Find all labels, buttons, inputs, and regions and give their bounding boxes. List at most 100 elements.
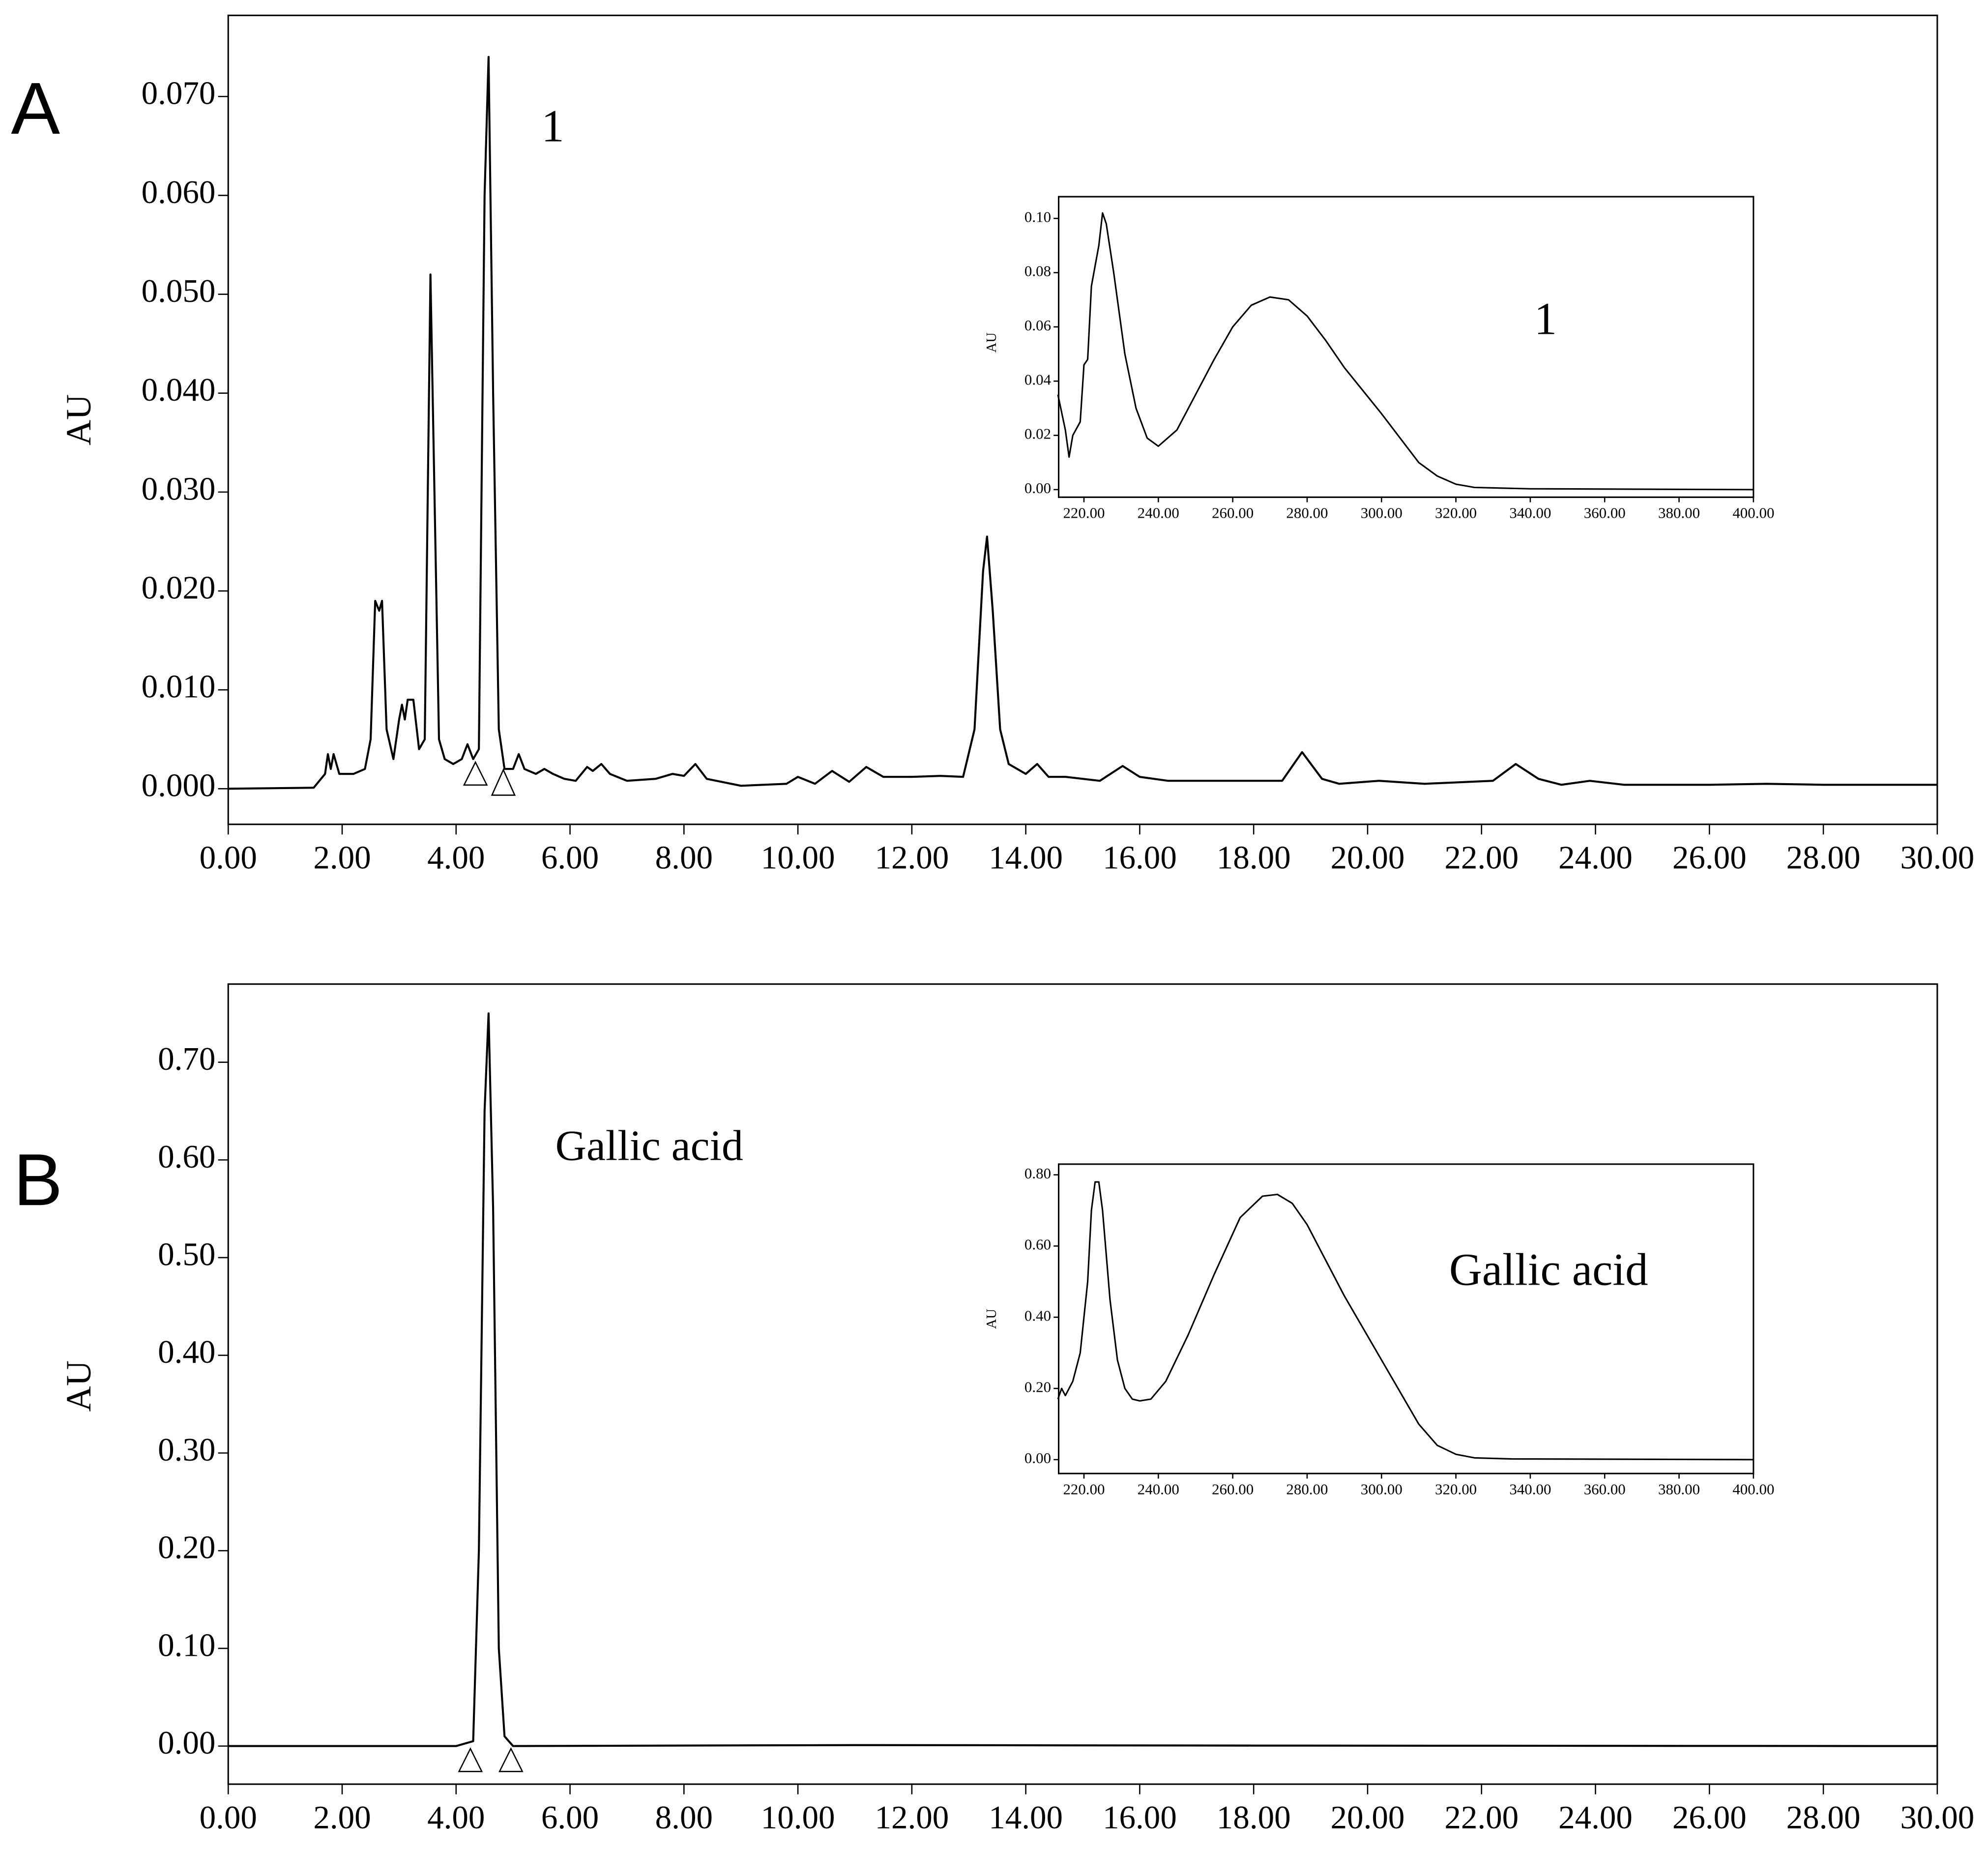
y-tick-label: 0.60	[1024, 1236, 1051, 1253]
trace	[1057, 212, 1754, 491]
marker	[498, 1747, 524, 1772]
x-tick-label: 240.00	[1138, 1480, 1179, 1497]
y-tick-label: 0.40	[1024, 1307, 1051, 1324]
y-tick-label: 0.10	[158, 1626, 215, 1663]
x-tick-label: 24.00	[1558, 1799, 1633, 1836]
y-tick-label: 0.50	[158, 1235, 215, 1272]
x-tick-label: 280.00	[1286, 504, 1328, 522]
plot-frame	[227, 14, 1938, 825]
x-tick-label: 280.00	[1286, 1480, 1328, 1497]
trace	[228, 56, 1937, 790]
y-tick-label: 0.00	[1024, 479, 1051, 497]
x-tick-label: 300.00	[1361, 1480, 1403, 1497]
x-tick-label: 26.00	[1672, 1799, 1747, 1836]
y-tick-label: 0.06	[1024, 317, 1051, 334]
x-tick-label: 28.00	[1786, 1799, 1861, 1836]
y-tick-label: 0.040	[142, 371, 216, 408]
x-tick-label: 400.00	[1732, 1480, 1774, 1497]
x-tick-label: 380.00	[1658, 1480, 1700, 1497]
y-tick-label: 0.20	[158, 1529, 215, 1566]
marker	[458, 1747, 483, 1772]
annotation: Gallic acid	[1449, 1245, 1648, 1295]
x-tick-label: 340.00	[1509, 504, 1551, 522]
y-tick-label: 0.00	[1024, 1449, 1051, 1467]
y-tick-label: 0.02	[1024, 425, 1051, 442]
x-tick-label: 10.00	[761, 1799, 835, 1836]
x-tick-label: 30.00	[1900, 1799, 1974, 1836]
x-tick-label: 26.00	[1672, 839, 1747, 876]
x-tick-label: 8.00	[655, 839, 713, 876]
x-tick-label: 320.00	[1435, 504, 1477, 522]
x-tick-label: 380.00	[1658, 504, 1700, 522]
x-tick-label: 22.00	[1444, 1799, 1519, 1836]
x-tick-label: 16.00	[1103, 839, 1177, 876]
x-tick-label: 2.00	[313, 1799, 371, 1836]
y-tick-label: 0.20	[1024, 1378, 1051, 1395]
annotation: Gallic acid	[555, 1122, 743, 1170]
x-tick-label: 240.00	[1138, 504, 1179, 522]
x-tick-label: 16.00	[1103, 1799, 1177, 1836]
x-tick-label: 14.00	[989, 839, 1063, 876]
y-tick-label: 0.70	[158, 1040, 215, 1077]
y-tick-label: 0.04	[1024, 371, 1051, 388]
y-tick-label: 0.80	[1024, 1165, 1051, 1182]
x-tick-label: 0.00	[200, 1799, 257, 1836]
x-tick-label: 260.00	[1212, 1480, 1254, 1497]
x-tick-label: 4.00	[427, 839, 485, 876]
y-tick-label: 0.060	[142, 174, 216, 210]
x-tick-label: 28.00	[1786, 839, 1861, 876]
x-tick-label: 8.00	[655, 1799, 713, 1836]
y-axis-label: AU	[59, 394, 98, 445]
trace	[228, 1012, 1937, 1747]
x-tick-label: 20.00	[1331, 1799, 1405, 1836]
x-tick-label: 12.00	[875, 1799, 949, 1836]
y-tick-label: 0.000	[142, 767, 216, 804]
x-tick-label: 300.00	[1361, 504, 1403, 522]
x-tick-label: 260.00	[1212, 504, 1254, 522]
x-tick-label: 22.00	[1444, 839, 1519, 876]
y-axis-label: AU	[984, 332, 999, 352]
x-tick-label: 18.00	[1217, 1799, 1291, 1836]
x-tick-label: 320.00	[1435, 1480, 1477, 1497]
peak-markers	[458, 761, 524, 1772]
x-tick-label: 10.00	[761, 839, 835, 876]
trace	[1057, 1181, 1754, 1461]
x-tick-label: 18.00	[1217, 839, 1291, 876]
x-tick-label: 360.00	[1584, 504, 1626, 522]
y-tick-label: 0.070	[142, 75, 216, 112]
x-tick-label: 14.00	[989, 1799, 1063, 1836]
y-tick-label: 0.40	[158, 1333, 215, 1370]
y-axis-label: AU	[984, 1309, 999, 1329]
y-tick-label: 0.030	[142, 470, 216, 507]
y-tick-label: 0.050	[142, 272, 216, 309]
x-tick-label: 340.00	[1509, 1480, 1551, 1497]
x-tick-label: 360.00	[1584, 1480, 1626, 1497]
x-tick-label: 6.00	[541, 839, 599, 876]
x-tick-label: 0.00	[200, 839, 257, 876]
y-tick-label: 0.010	[142, 668, 216, 705]
marker	[491, 768, 516, 796]
annotation: 1	[541, 101, 564, 151]
x-tick-label: 30.00	[1900, 839, 1974, 876]
x-tick-label: 24.00	[1558, 839, 1633, 876]
y-tick-label: 0.60	[158, 1138, 215, 1175]
y-axis-label: AU	[59, 1360, 98, 1411]
panel-label: A	[11, 67, 60, 149]
y-tick-label: 0.020	[142, 569, 216, 606]
x-tick-label: 400.00	[1732, 504, 1774, 522]
y-tick-label: 0.00	[158, 1724, 215, 1761]
y-tick-label: 0.30	[158, 1431, 215, 1468]
y-tick-label: 0.10	[1024, 208, 1051, 225]
plot-frame	[1057, 1163, 1754, 1474]
x-tick-label: 4.00	[427, 1799, 485, 1836]
plot-frame	[227, 983, 1938, 1785]
x-tick-label: 20.00	[1331, 839, 1405, 876]
y-tick-label: 0.08	[1024, 263, 1051, 280]
annotation: 1	[1534, 293, 1557, 344]
plot-frame	[1057, 196, 1754, 498]
x-tick-label: 220.00	[1063, 504, 1105, 522]
x-tick-label: 12.00	[875, 839, 949, 876]
x-tick-label: 6.00	[541, 1799, 599, 1836]
